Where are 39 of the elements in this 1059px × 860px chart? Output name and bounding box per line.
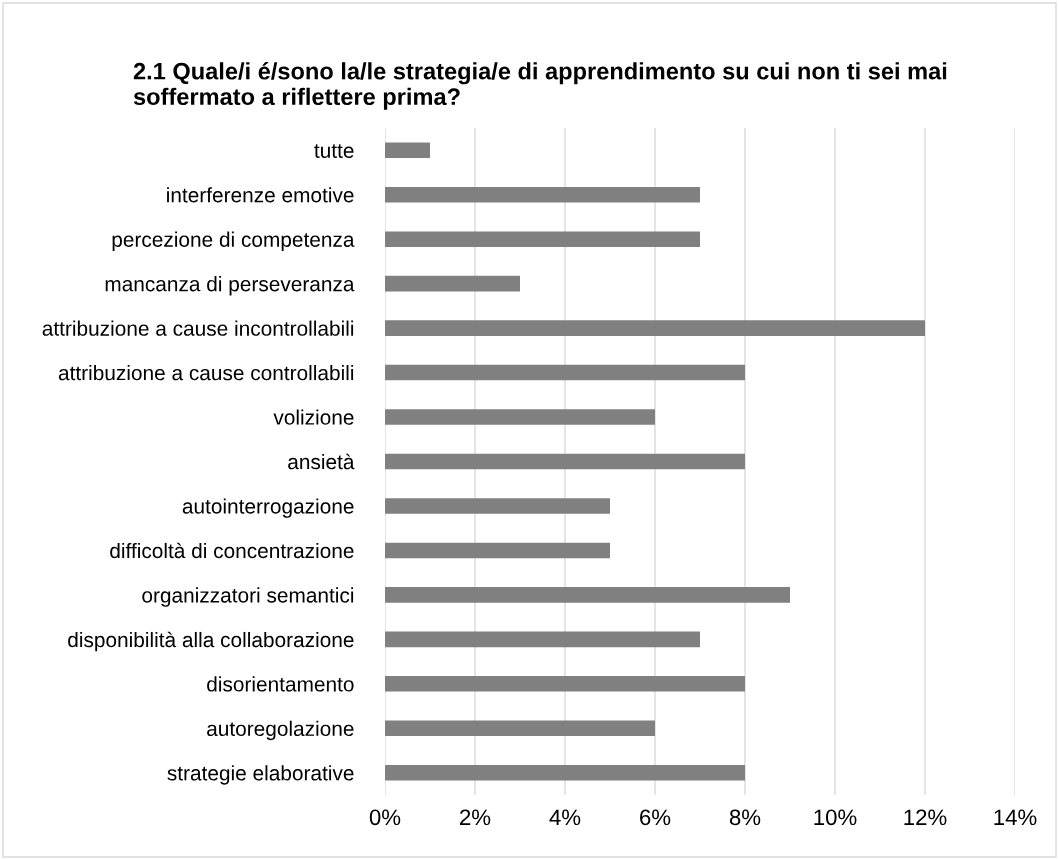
- bar: [385, 720, 655, 737]
- y-tick-label: tutte: [314, 144, 354, 158]
- x-tick-label: 6%: [640, 809, 671, 826]
- y-tick-label: disorientamento: [207, 676, 354, 692]
- y-tick-label: disponibilità alla collaborazione: [68, 631, 354, 652]
- x-tick-label: 4%: [549, 809, 581, 826]
- chart-title: 2.1 Quale/i é/sono la/le strategia/e di apprendimento su cui non ti sei mai soffermato a riflettere prima?: [133, 62, 947, 110]
- x-tick-label: 14%: [994, 809, 1037, 826]
- bar: [385, 320, 925, 336]
- x-tick-label: 2%: [460, 809, 491, 826]
- bar: [385, 498, 610, 514]
- y-tick-label: strategie elaborative: [167, 765, 354, 785]
- y-tick-label: interferenze emotive: [167, 187, 354, 203]
- bar: [385, 542, 610, 559]
- y-tick-label: autointerrogazione: [182, 498, 354, 518]
- y-tick-label: attribuzione a cause incontrollabili: [42, 320, 354, 336]
- y-tick-label: ansietà: [288, 453, 355, 470]
- y-tick-label: autoregolazione: [207, 720, 354, 741]
- y-tick-label: attribuzione a cause controllabili: [58, 365, 354, 381]
- bar: [385, 409, 655, 425]
- bar: [385, 631, 700, 648]
- bar: [385, 453, 745, 470]
- x-tick-label: 8%: [729, 809, 761, 826]
- x-tick-label: 0%: [369, 809, 401, 826]
- bar: [385, 587, 790, 603]
- y-tick-label: mancanza di perseveranza: [105, 276, 355, 296]
- bar: [385, 275, 520, 292]
- bar: [385, 764, 745, 781]
- x-tick-label: 10%: [814, 809, 857, 826]
- x-tick-label: 12%: [904, 809, 947, 826]
- y-tick-label: volizione: [273, 409, 354, 425]
- bar: [385, 186, 700, 203]
- y-tick-label: organizzatori semantici: [142, 587, 354, 607]
- bar: [385, 142, 430, 159]
- y-tick-label: difficoltà di concentrazione: [110, 542, 354, 559]
- bar: [385, 364, 745, 381]
- y-tick-label: percezione di competenza: [112, 231, 355, 252]
- bar: [385, 676, 745, 692]
- bar: [385, 231, 700, 247]
